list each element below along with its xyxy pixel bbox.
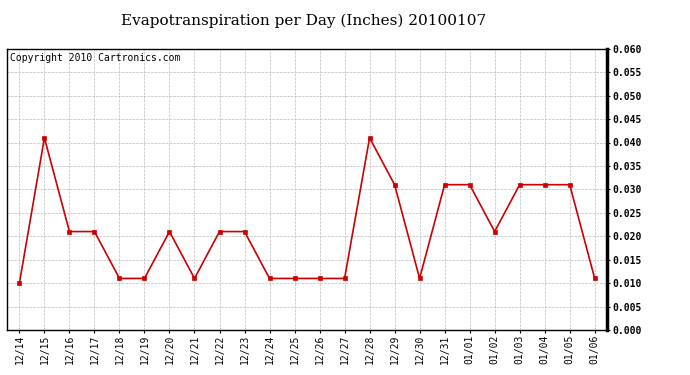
Text: Copyright 2010 Cartronics.com: Copyright 2010 Cartronics.com	[10, 53, 180, 63]
Text: Evapotranspiration per Day (Inches) 20100107: Evapotranspiration per Day (Inches) 2010…	[121, 13, 486, 27]
